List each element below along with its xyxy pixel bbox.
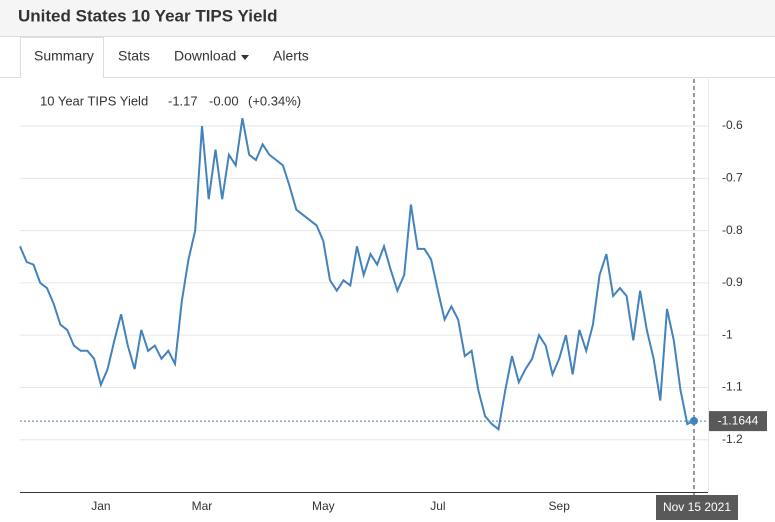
last-value-label: -1.1644 — [718, 413, 759, 427]
active-tab-gap — [21, 76, 103, 79]
x-tick-label: Mar — [192, 499, 213, 513]
legend-change: -0.00 — [209, 93, 239, 108]
last-point — [690, 416, 698, 425]
y-tick-label: -1.1 — [722, 380, 743, 394]
x-tick-label: Jan — [91, 499, 110, 513]
tab[interactable]: Stats — [118, 48, 150, 64]
y-tick-label: -1.2 — [722, 432, 743, 446]
tab[interactable]: Alerts — [273, 48, 309, 64]
x-tick-label: Jul — [430, 499, 445, 513]
page-title: United States 10 Year TIPS Yield — [18, 6, 278, 25]
tab[interactable]: Summary — [34, 48, 94, 64]
y-tick-label: -1 — [722, 327, 733, 341]
y-tick-label: -0.7 — [722, 171, 743, 185]
caret — [241, 55, 249, 60]
active-tab — [20, 37, 104, 78]
legend-name: 10 Year TIPS Yield — [40, 93, 148, 108]
crosshair-label: Nov 15 2021 — [663, 500, 731, 514]
x-tick-label: Sep — [549, 499, 571, 513]
legend-value: -1.17 — [168, 93, 198, 108]
legend-change-pct: (+0.34%) — [248, 93, 301, 108]
series-line — [19, 118, 695, 432]
crosshair-box — [656, 495, 738, 520]
x-tick-label: May — [312, 499, 335, 513]
header-bar — [0, 0, 775, 36]
y-tick-label: -0.6 — [722, 118, 743, 132]
last-value-box — [709, 411, 767, 432]
y-tick-label: -0.9 — [722, 275, 743, 289]
tab[interactable]: Download — [174, 48, 236, 64]
y-tick-label: -0.8 — [722, 223, 743, 237]
